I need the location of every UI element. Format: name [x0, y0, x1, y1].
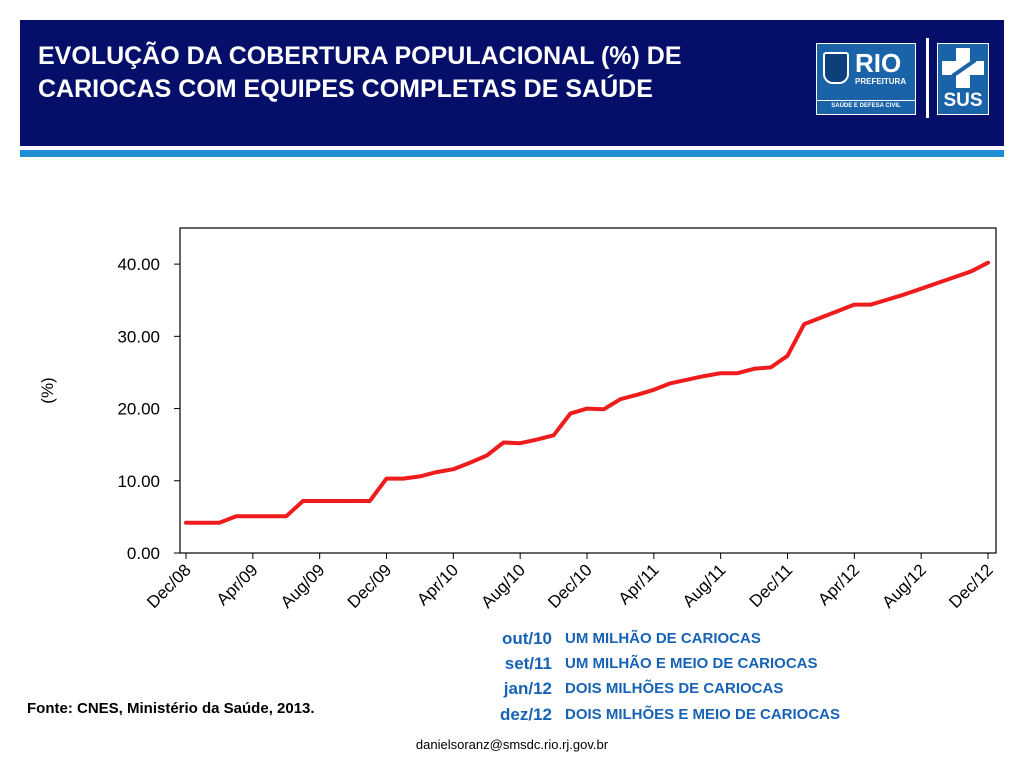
coverage-data-point — [602, 407, 606, 411]
x-tick-label: Dec/09 — [344, 560, 396, 612]
coverage-data-point — [401, 477, 405, 481]
y-axis-label: (%) — [38, 377, 57, 403]
x-tick-label: Apr/11 — [615, 560, 663, 608]
coverage-data-point — [685, 378, 689, 382]
coverage-data-point — [234, 514, 238, 518]
rio-coat-of-arms-icon — [823, 52, 849, 84]
coverage-data-point — [869, 302, 873, 307]
coverage-series-line — [184, 260, 990, 525]
coverage-data-point — [518, 441, 522, 445]
milestone-text: DOIS MILHÕES E MEIO DE CARIOCAS — [565, 706, 841, 723]
coverage-data-point — [301, 499, 305, 503]
coverage-data-point — [618, 397, 623, 401]
coverage-data-point — [919, 287, 923, 291]
sus-logo: SUS — [937, 43, 989, 115]
coverage-data-point — [535, 438, 539, 442]
coverage-data-point — [836, 309, 840, 313]
coverage-data-point — [635, 393, 639, 397]
coverage-data-point — [568, 412, 572, 416]
coverage-data-point — [418, 474, 422, 479]
coverage-data-point — [969, 269, 973, 273]
coverage-data-point — [719, 371, 723, 375]
x-tick-label: Aug/10 — [477, 560, 529, 612]
milestone-text: UM MILHÃO E MEIO DE CARIOCAS — [565, 655, 818, 672]
x-tick-label: Dec/08 — [143, 560, 195, 612]
x-tick-label: Apr/10 — [413, 560, 462, 609]
coverage-data-point — [802, 322, 806, 326]
coverage-data-point — [819, 315, 823, 320]
y-tick-label: 40.00 — [117, 255, 160, 274]
coverage-data-point — [334, 499, 338, 503]
milestone-row: out/10 UM MILHÃO DE CARIOCAS — [470, 628, 970, 653]
y-tick-label: 20.00 — [117, 400, 160, 419]
milestone-row: dez/12 DOIS MILHÕES E MEIO DE CARIOCAS — [470, 704, 970, 729]
milestone-text: DOIS MILHÕES DE CARIOCAS — [565, 680, 784, 697]
coverage-data-point — [468, 461, 472, 465]
x-tick-label: Apr/12 — [814, 560, 863, 609]
coverage-data-point — [201, 521, 205, 525]
milestone-row: jan/12 DOIS MILHÕES DE CARIOCAS — [470, 678, 970, 703]
x-tick-label: Dec/12 — [945, 560, 997, 612]
coverage-data-point — [735, 371, 739, 375]
coverage-data-point — [668, 381, 673, 385]
coverage-data-point — [585, 406, 589, 411]
coverage-data-point — [986, 261, 990, 265]
x-tick-label: Dec/11 — [746, 560, 797, 611]
coverage-data-point — [284, 514, 288, 518]
x-tick-label: Aug/09 — [277, 560, 329, 612]
coverage-data-point — [184, 521, 188, 525]
coverage-data-point — [485, 453, 489, 458]
x-tick-label: Aug/11 — [679, 560, 730, 611]
coverage-data-point — [886, 297, 890, 302]
page-title-line-2: CARIOCAS COM EQUIPES COMPLETAS DE SAÚDE — [38, 75, 653, 103]
coverage-data-point — [368, 499, 372, 503]
coverage-data-point — [351, 499, 355, 503]
coverage-data-point — [251, 514, 255, 518]
coverage-data-point — [267, 514, 272, 518]
y-tick-label: 0.00 — [127, 544, 160, 563]
header-accent-rule — [20, 150, 1004, 157]
rio-logo-title: RIO — [855, 48, 902, 78]
source-citation: Fonte: CNES, Ministério da Saúde, 2013. — [27, 700, 315, 717]
coverage-data-point — [551, 433, 556, 437]
rio-logo-subtitle: PREFEITURA — [855, 77, 907, 86]
x-tick-label: Aug/12 — [878, 560, 930, 612]
milestone-date: jan/12 — [503, 679, 552, 698]
milestone-date: set/11 — [504, 654, 552, 673]
coverage-data-point — [451, 467, 455, 471]
coverage-data-point — [785, 354, 790, 358]
coverage-data-point — [936, 281, 940, 285]
y-tick-label: 10.00 — [117, 472, 160, 491]
page-title: EVOLUÇÃO DA COBERTURA POPULACIONAL (%) D… — [38, 40, 798, 106]
rio-logo-tagline: SAÚDE E DEFESA CIVIL — [817, 100, 915, 111]
coverage-data-point — [952, 275, 957, 279]
coverage-data-point — [435, 470, 439, 474]
coverage-data-point — [501, 440, 506, 445]
coverage-data-point — [702, 374, 706, 378]
logo-divider — [926, 38, 929, 118]
coverage-data-point — [652, 388, 656, 392]
x-tick-label: Dec/10 — [544, 560, 596, 612]
milestone-date: out/10 — [501, 629, 552, 648]
x-tick-label: Apr/09 — [213, 560, 262, 609]
plot-area-frame — [179, 227, 997, 554]
sus-logo-label: SUS — [943, 90, 983, 111]
y-tick-label: 30.00 — [117, 327, 160, 346]
coverage-data-point — [217, 521, 222, 525]
page-title-line-1: EVOLUÇÃO DA COBERTURA POPULACIONAL (%) D… — [38, 42, 682, 70]
milestone-date: dez/12 — [500, 705, 552, 724]
milestone-text: UM MILHÃO DE CARIOCAS — [565, 630, 761, 647]
coverage-data-point — [318, 499, 322, 503]
prefeitura-rio-logo: RIO PREFEITURA SAÚDE E DEFESA CIVIL — [816, 43, 916, 115]
author-email: danielsoranz@smsdc.rio.rj.gov.br — [415, 737, 609, 752]
coverage-data-point — [852, 302, 856, 307]
coverage-data-point — [769, 365, 773, 369]
coverage-data-point — [902, 292, 907, 297]
milestone-row: set/11 UM MILHÃO E MEIO DE CARIOCAS — [470, 653, 970, 678]
coverage-data-point — [384, 477, 389, 481]
coverage-data-point — [752, 367, 756, 371]
